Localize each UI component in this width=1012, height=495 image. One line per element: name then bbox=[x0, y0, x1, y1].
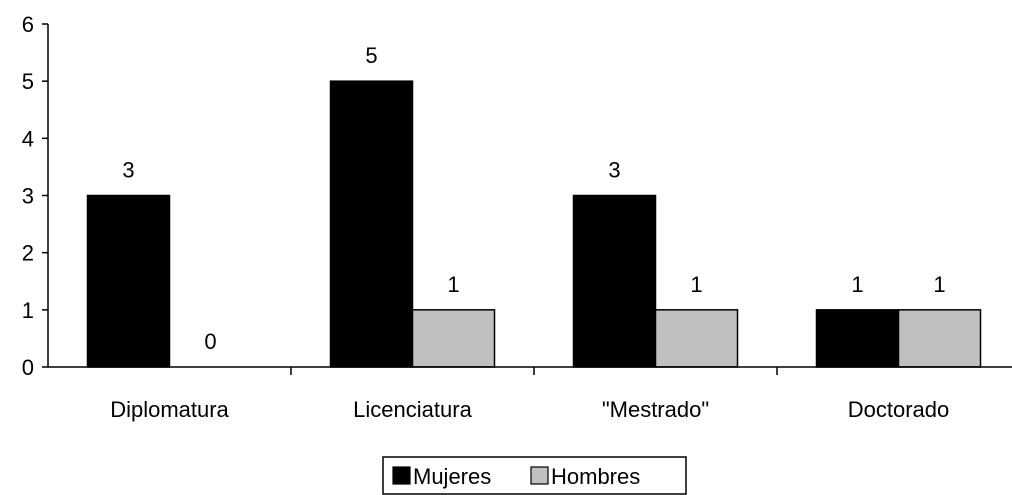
y-tick-label: 1 bbox=[22, 298, 34, 323]
x-tick-label: Licenciatura bbox=[353, 397, 472, 422]
data-label: 3 bbox=[122, 158, 134, 183]
y-tick-label: 0 bbox=[22, 355, 34, 380]
data-label: 1 bbox=[690, 272, 702, 297]
bars bbox=[86, 80, 982, 368]
data-label: 5 bbox=[365, 43, 377, 68]
data-label: 1 bbox=[933, 272, 945, 297]
y-tick-label: 6 bbox=[22, 12, 34, 37]
data-label: 1 bbox=[851, 272, 863, 297]
data-label: 3 bbox=[608, 158, 620, 183]
bar-hombres-2 bbox=[654, 309, 739, 368]
legend: Mujeres Hombres bbox=[382, 456, 687, 495]
x-tick-label: "Mestrado" bbox=[602, 397, 709, 422]
y-axis: 0 1 2 3 4 5 6 bbox=[22, 12, 49, 380]
bar-mujeres-3 bbox=[815, 309, 900, 368]
legend-swatch-hombres bbox=[530, 466, 549, 485]
y-tick-label: 3 bbox=[22, 184, 34, 209]
x-axis: Diplomatura Licenciatura "Mestrado" Doctora… bbox=[48, 366, 1012, 422]
bar-hombres-1 bbox=[411, 309, 496, 368]
legend-label-hombres: Hombres bbox=[551, 464, 640, 489]
data-label: 1 bbox=[447, 272, 459, 297]
y-tick-label: 2 bbox=[22, 241, 34, 266]
x-tick-label: Doctorado bbox=[848, 397, 950, 422]
bar-mujeres-1 bbox=[329, 80, 414, 368]
data-label: 0 bbox=[204, 329, 216, 354]
legend-swatch-mujeres bbox=[392, 466, 411, 485]
data-labels: 3 0 5 1 3 1 1 1 bbox=[122, 43, 945, 354]
x-tick-label: Diplomatura bbox=[110, 397, 229, 422]
bar-mujeres-2 bbox=[572, 194, 657, 368]
legend-label-mujeres: Mujeres bbox=[413, 464, 491, 489]
bar-mujeres-0 bbox=[86, 194, 171, 368]
y-tick-label: 5 bbox=[22, 69, 34, 94]
y-tick-label: 4 bbox=[22, 126, 34, 151]
bar-hombres-3 bbox=[897, 309, 982, 368]
